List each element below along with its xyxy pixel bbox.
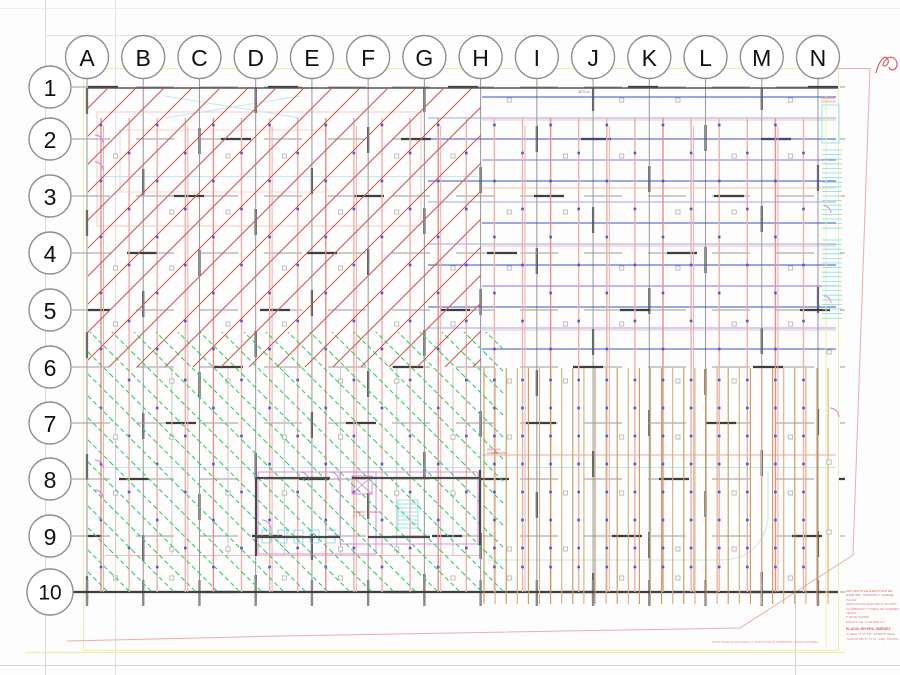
title-block-line: ELADIO RIVERA JIMÉNEZ (846, 627, 891, 632)
grid-bubble-E: E (289, 34, 335, 80)
grid-bubble-7: 7 (28, 401, 72, 445)
svg-text:38.70 m: 38.70 m (578, 90, 590, 94)
top-dimension-label: 38.70 m (578, 90, 590, 94)
grid-bubble-A: A (64, 34, 110, 80)
grid-bubble-G: G (402, 34, 447, 80)
grid-bubble-C: C (177, 34, 222, 80)
svg-text:C: C (191, 45, 208, 71)
svg-text:9: 9 (44, 524, 57, 550)
svg-text:J: J (587, 45, 599, 71)
svg-text:5: 5 (44, 298, 57, 324)
grid-bubble-1: 1 (28, 65, 72, 109)
title-block-line: PROYECTO DE EJECUCIÓN DE (846, 589, 893, 593)
svg-text:S.T. 380V: S.T. 380V (353, 514, 365, 518)
title-block-line: ALUMBRADO Y TOMAS DE CORRIENTE (846, 606, 899, 611)
signature-scribble-icon (875, 56, 898, 74)
svg-text:CUADRO GENERAL: CUADRO GENERAL (353, 510, 380, 514)
svg-text:A: A (79, 45, 95, 71)
svg-text:K: K (642, 45, 658, 71)
svg-text:I: I (534, 45, 540, 71)
grid-bubble-4: 4 (28, 231, 72, 275)
svg-text:LÍNEA GEN.: LÍNEA GEN. (487, 448, 502, 452)
feeder-line-label: LÍNEA GEN. ALIMENTACIÓN (487, 448, 506, 455)
svg-text:N: N (810, 45, 827, 71)
title-block-line: FECHA: (846, 611, 858, 615)
grid-bubbles: A B C D E F G H I J K L M N 1 2 3 4 5 6 7 8 9 10 (26, 34, 841, 616)
title-block-line: P. BASE 02/2005 (846, 615, 869, 620)
svg-text:8: 8 (44, 467, 57, 493)
svg-text:3: 3 (44, 184, 57, 210)
title-block-line: NAVE IND., OFICINAS Y GARAJE (846, 593, 894, 598)
svg-text:4: 4 (44, 241, 57, 267)
red-hatch-zone (88, 88, 481, 367)
grid-bubble-9: 9 (28, 514, 72, 558)
grid-bubble-K: K (627, 34, 672, 80)
grid-bubble-I: I (514, 34, 560, 80)
svg-text:7: 7 (44, 411, 57, 437)
title-block: PROYECTO DE EJECUCIÓN DE NAVE IND., OFICI… (846, 589, 899, 641)
grid-bubble-M: M (739, 34, 784, 80)
svg-text:E: E (304, 45, 319, 71)
svg-text:1: 1 (44, 75, 57, 101)
svg-text:G: G (415, 45, 433, 71)
svg-text:D: D (247, 45, 264, 71)
svg-text:ALIMENTACIÓN: ALIMENTACIÓN (487, 450, 506, 455)
grid-bubble-3: 3 (28, 174, 72, 218)
grid-bubble-D: D (233, 34, 278, 80)
grid-bubble-5: 5 (28, 288, 72, 332)
title-block-line: TLF/FAX 956 47 47 47 - ARQ. TÉCNICO (846, 636, 899, 641)
svg-text:ASCENSOR: ASCENSOR (821, 99, 836, 103)
grid-bubble-L: L (683, 34, 728, 80)
svg-text:6: 6 (44, 355, 57, 381)
title-block-line: ESCALA GR. 1:100 (DIN-A1) (846, 619, 885, 624)
grid-bubble-F: F (345, 34, 391, 80)
svg-text:2: 2 (44, 127, 57, 153)
detail-room-label: CUADRO GENERAL S.T. 380V (353, 510, 380, 518)
title-block-line: INSTALACIÓN ELÉCTRICA. PLANTA (846, 602, 897, 607)
stair-core-strip (821, 104, 840, 535)
svg-text:10: 10 (38, 582, 61, 605)
stair-strip-label: ESCALERA ASCENSOR (821, 96, 836, 103)
grid-bubble-10: 10 (26, 568, 74, 616)
title-block-line: PLANO: (846, 597, 858, 602)
svg-text:H: H (472, 45, 489, 71)
grid-bubble-H: H (458, 34, 503, 80)
svg-text:B: B (136, 45, 151, 71)
title-block-line: C/ REAL Nº 15 1ºB - PUERTO REAL (846, 632, 896, 637)
svg-text:L: L (699, 45, 712, 71)
svg-text:M: M (752, 45, 771, 71)
green-hatch-zone (88, 332, 504, 592)
grid-bubble-B: B (121, 34, 166, 80)
grid-bubble-6: 6 (28, 345, 72, 389)
grid-bubble-2: 2 (28, 117, 72, 161)
grid-bubble-J: J (570, 34, 616, 80)
svg-text:ESCALERA: ESCALERA (821, 96, 835, 100)
grid-bubble-8: 8 (28, 457, 72, 501)
svg-text:F: F (361, 45, 375, 71)
revision-note: NOTA: ESTE PLANO ANULA Y SUSTITUYE AL AN… (711, 640, 819, 644)
grid-bubble-N: N (795, 34, 841, 80)
